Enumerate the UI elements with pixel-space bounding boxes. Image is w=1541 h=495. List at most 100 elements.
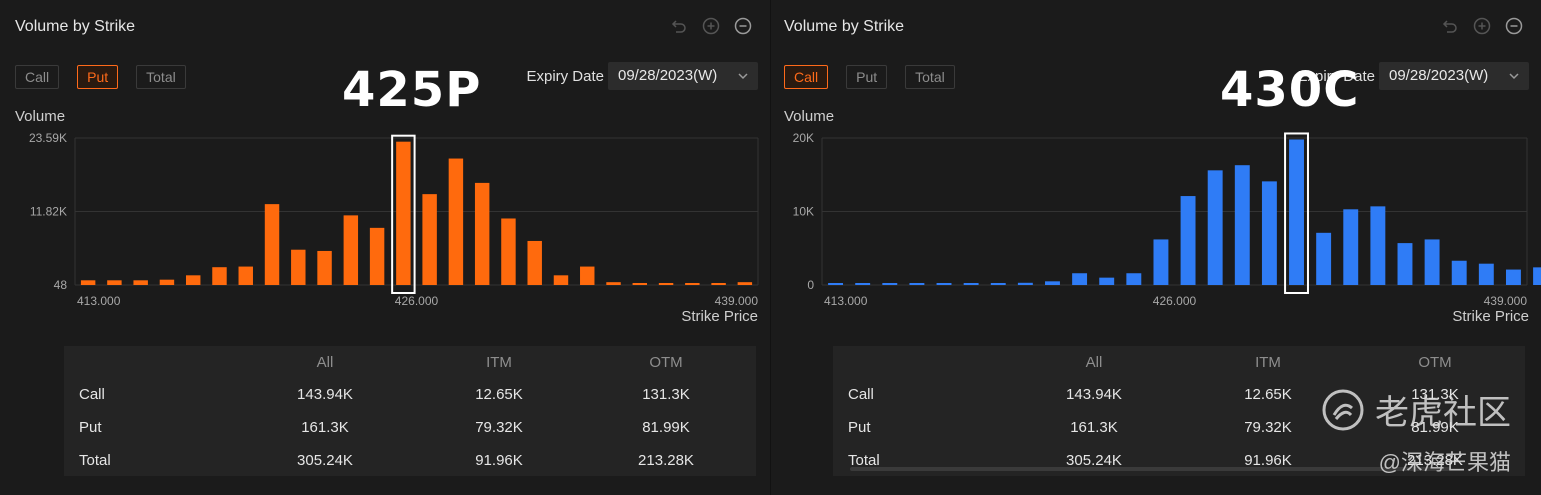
volume-bar[interactable]	[1180, 196, 1196, 285]
undo-icon[interactable]	[670, 17, 688, 35]
volume-bar[interactable]	[737, 282, 753, 285]
volume-bar[interactable]	[264, 204, 280, 285]
cell-itm: 12.65K	[1244, 386, 1292, 403]
volume-bar[interactable]	[317, 250, 332, 285]
tab-put[interactable]: Put	[77, 65, 119, 89]
volume-bar[interactable]	[448, 158, 464, 285]
volume-bar[interactable]	[1451, 260, 1467, 285]
cell-all: 305.24K	[297, 452, 353, 469]
zoom-out-icon[interactable]	[1505, 17, 1523, 35]
y-tick-label: 10K	[793, 205, 814, 219]
tab-total[interactable]: Total	[136, 65, 186, 89]
volume-bar[interactable]	[501, 218, 516, 285]
volume-bar[interactable]	[936, 283, 952, 285]
row-label: Put	[848, 419, 871, 436]
volume-bar[interactable]	[606, 282, 621, 285]
volume-bar[interactable]	[343, 215, 359, 285]
volume-bar[interactable]	[369, 227, 385, 285]
header-otm: OTM	[1418, 354, 1452, 371]
volume-bar[interactable]	[1072, 273, 1088, 285]
cell-itm: 91.96K	[1244, 452, 1292, 469]
volume-bar[interactable]	[1533, 267, 1541, 285]
volume-bar[interactable]	[658, 283, 674, 285]
volume-bar[interactable]	[1505, 269, 1521, 285]
volume-bar[interactable]	[185, 275, 201, 285]
volume-bar[interactable]	[711, 283, 726, 285]
cell-itm: 79.32K	[1244, 419, 1292, 436]
y-axis-label: Volume	[15, 108, 66, 125]
x-tick-label: 426.000	[395, 294, 439, 308]
volume-bar[interactable]	[990, 283, 1006, 285]
row-label: Total	[848, 452, 880, 469]
volume-bar[interactable]	[1478, 263, 1494, 285]
volume-bar[interactable]	[909, 283, 925, 285]
watermark-brand: 老虎社区	[1375, 394, 1511, 432]
cell-all: 305.24K	[1066, 452, 1122, 469]
volume-bar[interactable]	[580, 266, 595, 285]
volume-bar[interactable]	[1017, 282, 1033, 285]
volume-bar[interactable]	[1261, 181, 1277, 285]
volume-bar[interactable]	[422, 194, 437, 285]
row-label: Put	[79, 419, 102, 436]
volume-bar[interactable]	[1045, 281, 1060, 285]
volume-bar[interactable]	[553, 275, 569, 285]
x-tick-label: 413.000	[77, 294, 121, 308]
option-type-tabs: Call Put Total	[15, 65, 186, 89]
tab-put[interactable]: Put	[846, 65, 888, 89]
zoom-in-icon[interactable]	[1473, 17, 1491, 35]
undo-icon[interactable]	[1441, 17, 1459, 35]
volume-bar[interactable]	[1424, 239, 1440, 285]
tab-call[interactable]: Call	[15, 65, 60, 89]
volume-bar[interactable]	[1126, 273, 1142, 285]
volume-bar[interactable]	[291, 249, 306, 285]
volume-bar[interactable]	[1153, 239, 1169, 285]
zoom-in-icon[interactable]	[702, 17, 720, 35]
y-axis-label: Volume	[784, 108, 835, 125]
volume-bar[interactable]	[1343, 209, 1359, 285]
volume-bar[interactable]	[107, 280, 122, 285]
volume-bar[interactable]	[685, 283, 700, 285]
volume-bar[interactable]	[1289, 139, 1304, 285]
expiry-date-label: Expiry Date	[1297, 68, 1375, 85]
cell-itm: 12.65K	[475, 386, 523, 403]
volume-bar[interactable]	[1316, 232, 1332, 285]
volume-bar[interactable]	[855, 283, 871, 285]
tab-call[interactable]: Call	[784, 65, 829, 89]
cell-itm: 91.96K	[475, 452, 523, 469]
table-row: Total 305.24K 91.96K 213.28K	[833, 452, 1525, 472]
cell-all: 143.94K	[297, 386, 353, 403]
x-axis-label: Strike Price	[1452, 308, 1529, 325]
row-label: Call	[79, 386, 105, 403]
volume-bar[interactable]	[238, 266, 253, 285]
volume-bar[interactable]	[828, 283, 844, 285]
volume-bar[interactable]	[963, 283, 979, 285]
volume-bar[interactable]	[159, 279, 175, 285]
tab-total[interactable]: Total	[905, 65, 955, 89]
volume-bar[interactable]	[133, 280, 148, 285]
volume-bar[interactable]	[396, 141, 411, 285]
volume-bar[interactable]	[1099, 277, 1115, 285]
table-scrollbar[interactable]	[850, 467, 1450, 471]
volume-bar[interactable]	[80, 280, 96, 285]
panel-divider	[770, 0, 771, 495]
volume-bar[interactable]	[527, 240, 542, 285]
volume-bar[interactable]	[882, 283, 898, 285]
watermark-user: @深海芒果猫	[1378, 450, 1511, 475]
chevron-down-icon	[738, 73, 748, 80]
expiry-date-select[interactable]: 09/28/2023(W)	[608, 62, 758, 90]
cell-otm: 81.99K	[1411, 419, 1459, 436]
volume-bar[interactable]	[632, 283, 648, 285]
expiry-date-select[interactable]: 09/28/2023(W)	[1379, 62, 1529, 90]
volume-bar[interactable]	[1207, 170, 1223, 285]
cell-otm: 131.3K	[1411, 386, 1459, 403]
volume-bar[interactable]	[1397, 243, 1413, 285]
volume-bar[interactable]	[474, 182, 490, 285]
volume-bar[interactable]	[1234, 165, 1250, 285]
panel-title: Volume by Strike	[784, 18, 905, 35]
row-label: Call	[848, 386, 874, 403]
volume-bar[interactable]	[212, 267, 227, 285]
zoom-out-icon[interactable]	[734, 17, 752, 35]
x-tick-label: 426.000	[1153, 294, 1197, 308]
volume-bar[interactable]	[1370, 206, 1386, 285]
option-type-tabs: Call Put Total	[784, 65, 955, 89]
